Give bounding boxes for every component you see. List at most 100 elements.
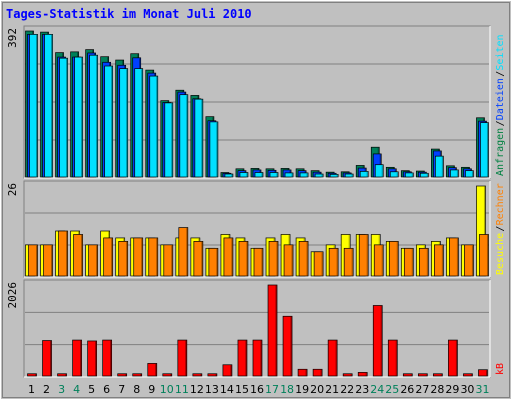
rechner-bar-shade bbox=[486, 234, 488, 276]
x-tick-label-day-31: 31 bbox=[475, 383, 489, 396]
x-tick-label-day-3: 3 bbox=[58, 383, 65, 396]
x-tick-label-day-18: 18 bbox=[280, 383, 294, 396]
x-tick-label-day-7: 7 bbox=[118, 383, 125, 396]
kb-bar bbox=[192, 373, 203, 377]
kb-bar-shade bbox=[50, 341, 52, 376]
kb-bar bbox=[237, 339, 248, 377]
kb-bar-shade bbox=[95, 341, 97, 376]
rechner-bar bbox=[418, 247, 429, 277]
x-tick-label-day-1: 1 bbox=[28, 383, 35, 396]
seiten-bar bbox=[239, 172, 249, 178]
kb-bar bbox=[357, 372, 368, 377]
rechner-bar bbox=[373, 244, 384, 277]
seiten-bar bbox=[450, 169, 459, 178]
seiten-bar-shade bbox=[81, 57, 83, 177]
top-legend-separator: / bbox=[495, 71, 506, 77]
seiten-bar-shade bbox=[96, 55, 98, 177]
rechner-bar-shade bbox=[426, 248, 428, 276]
kb-bar bbox=[387, 339, 398, 377]
seiten-bar bbox=[119, 68, 129, 178]
bottom-y-max-label: 2026 bbox=[6, 282, 19, 309]
rechner-bar bbox=[148, 237, 159, 277]
rechner-bar-shade bbox=[351, 248, 353, 276]
kb-bar bbox=[162, 373, 173, 377]
seiten-bar-shade bbox=[141, 69, 143, 177]
seiten-bar-shade bbox=[336, 174, 338, 177]
rechner-bar-shade bbox=[186, 228, 188, 276]
x-tick-label-day-24: 24 bbox=[370, 383, 384, 396]
rechner-bar-shade bbox=[381, 245, 383, 276]
seiten-bar bbox=[179, 94, 189, 178]
rechner-bar-shade bbox=[456, 238, 458, 276]
rechner-bar bbox=[58, 230, 68, 277]
rechner-bar-shade bbox=[336, 248, 338, 276]
x-tick-label-day-20: 20 bbox=[310, 383, 324, 396]
rechner-bar-shade bbox=[441, 245, 443, 276]
rechner-bar bbox=[358, 234, 369, 277]
kb-bar-shade bbox=[110, 340, 112, 376]
kb-bar-shade bbox=[425, 374, 427, 376]
seiten-bar bbox=[59, 57, 68, 178]
rechner-bar bbox=[298, 241, 309, 277]
seiten-bar-shade bbox=[306, 173, 308, 177]
seiten-bar-shade bbox=[111, 66, 113, 177]
rechner-bar bbox=[223, 237, 234, 277]
seiten-bar-shade bbox=[186, 95, 188, 177]
x-tick-label-day-27: 27 bbox=[415, 383, 429, 396]
seiten-bar bbox=[314, 173, 324, 178]
seiten-bar bbox=[299, 172, 309, 178]
rechner-bar bbox=[479, 234, 489, 277]
x-tick-label-day-17: 17 bbox=[265, 383, 279, 396]
seiten-bar bbox=[435, 155, 444, 178]
x-tick-label-day-25: 25 bbox=[385, 383, 399, 396]
kb-bar bbox=[463, 373, 473, 377]
rechner-bar-shade bbox=[306, 241, 308, 276]
rechner-bar bbox=[449, 237, 459, 277]
rechner-bar-shade bbox=[96, 245, 98, 276]
x-tick-label-day-14: 14 bbox=[220, 383, 234, 396]
middle-legend-separator: / bbox=[495, 226, 506, 232]
rechner-bar bbox=[343, 247, 354, 277]
kb-bar-shade bbox=[80, 340, 82, 376]
kb-bar-shade bbox=[335, 340, 337, 376]
rechner-bar bbox=[28, 244, 38, 277]
x-tick-label-day-10: 10 bbox=[160, 383, 174, 396]
seiten-bar bbox=[134, 68, 144, 178]
kb-bar-shade bbox=[245, 340, 247, 376]
rechner-bar-shade bbox=[171, 245, 173, 276]
rechner-bar-shade bbox=[246, 241, 248, 276]
seiten-bar-shade bbox=[321, 174, 323, 177]
x-tick-label-day-16: 16 bbox=[250, 383, 264, 396]
kb-bar bbox=[207, 373, 218, 377]
rechner-bar-shade bbox=[111, 238, 113, 276]
x-tick-label-day-21: 21 bbox=[325, 383, 339, 396]
seiten-bar bbox=[344, 173, 354, 178]
seiten-bar-shade bbox=[426, 173, 428, 177]
middle-legend-besuche: Besuche bbox=[495, 233, 506, 275]
kb-bar-shade bbox=[170, 374, 172, 376]
rechner-bar-shade bbox=[291, 245, 293, 276]
seiten-bar bbox=[149, 75, 159, 178]
top-y-max-label: 392 bbox=[6, 28, 19, 48]
rechner-bar-shade bbox=[261, 248, 263, 276]
kb-bar-shade bbox=[395, 340, 397, 376]
rechner-bar-shade bbox=[81, 234, 83, 276]
rechner-bar-shade bbox=[276, 241, 278, 276]
seiten-bar bbox=[164, 102, 174, 178]
seiten-bar bbox=[209, 121, 219, 178]
x-tick-label-day-22: 22 bbox=[340, 383, 354, 396]
seiten-bar-shade bbox=[171, 103, 173, 177]
seiten-bar bbox=[404, 172, 414, 178]
seiten-bar bbox=[29, 34, 38, 178]
rechner-bar bbox=[388, 241, 399, 277]
seiten-bar bbox=[480, 122, 489, 178]
x-tick-label-day-9: 9 bbox=[148, 383, 155, 396]
seiten-bar bbox=[74, 56, 83, 178]
rechner-bar bbox=[133, 237, 144, 277]
kb-bar-shade bbox=[155, 363, 157, 376]
seiten-bar-shade bbox=[381, 165, 383, 177]
rechner-bar-shade bbox=[141, 238, 143, 276]
rechner-bar-shade bbox=[321, 252, 323, 276]
x-tick-label-day-19: 19 bbox=[295, 383, 309, 396]
